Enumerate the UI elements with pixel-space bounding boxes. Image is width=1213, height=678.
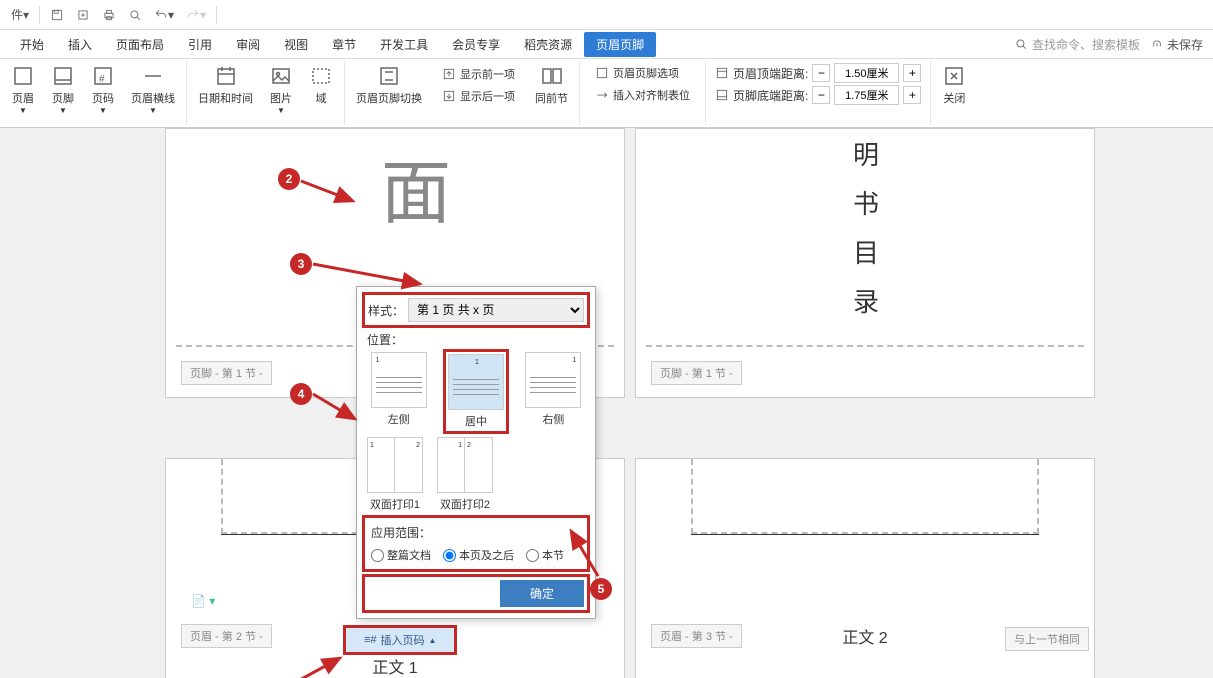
header-section-tag: 页眉 - 第 2 节 -	[181, 624, 272, 648]
search-placeholder: 查找命令、搜索模板	[1032, 36, 1140, 53]
preview-icon[interactable]	[122, 5, 148, 25]
tab-header-footer[interactable]: 页眉页脚	[584, 32, 656, 57]
scope-this-after[interactable]: 本页及之后	[443, 547, 514, 563]
header-distance: 页眉顶端距离: − +	[715, 63, 921, 83]
tab-resource[interactable]: 稻壳资源	[512, 32, 584, 57]
position-right[interactable]: 1 右侧	[523, 352, 583, 431]
page-number-button[interactable]: # 页码▼	[83, 61, 123, 118]
ok-row: 确定	[365, 577, 587, 610]
tab-member[interactable]: 会员专享	[440, 32, 512, 57]
header-section-tag: 页眉 - 第 3 节 -	[651, 624, 742, 648]
paragraph-icon[interactable]: 📄 ▾	[191, 594, 215, 608]
position-center[interactable]: 1 居中	[446, 352, 506, 431]
header-dist-input[interactable]	[834, 63, 899, 83]
tab-chapter[interactable]: 章节	[320, 32, 368, 57]
footer-button[interactable]: 页脚▼	[43, 61, 83, 118]
page-content-char: 面	[381, 137, 451, 238]
field-button[interactable]: 域	[301, 61, 341, 118]
tab-page-layout[interactable]: 页面布局	[104, 32, 176, 57]
style-label: 样式：	[368, 302, 404, 319]
page-number-popup: 样式： 第 1 页 共 x 页 位置： 1 左侧 1 居中 1 右侧 12 双面…	[356, 286, 596, 619]
search-input[interactable]: 查找命令、搜索模板	[1014, 36, 1140, 53]
quick-access-toolbar: 件 ▾ ▾ ▾	[0, 0, 1213, 30]
header-button[interactable]: 页眉▼	[3, 61, 43, 118]
ribbon-group-options: 页眉页脚选项 插入对齐制表位	[580, 61, 706, 125]
qa-file[interactable]: 件 ▾	[5, 3, 35, 26]
print-icon[interactable]	[96, 5, 122, 25]
unsaved-indicator[interactable]: 未保存	[1150, 36, 1203, 53]
redo-icon[interactable]: ▾	[180, 5, 212, 25]
ribbon-tabs: 开始 插入 页面布局 引用 审阅 视图 章节 开发工具 会员专享 稻壳资源 页眉…	[0, 30, 1213, 58]
switch-hf-button[interactable]: 页眉页脚切换	[348, 61, 430, 109]
same-section-button[interactable]: 同前节	[527, 61, 576, 109]
footer-dist-input[interactable]	[834, 85, 899, 105]
datetime-button[interactable]: 日期和时间	[190, 61, 261, 118]
position-duplex1[interactable]: 12 双面打印1	[365, 437, 425, 512]
ribbon-group-insert: 日期和时间 图片 ▼ 域	[187, 61, 345, 125]
ribbon-group-hf: 页眉▼ 页脚▼ # 页码▼ 页眉横线▼	[0, 61, 187, 125]
page-4: 页眉 - 第 3 节 - 正文 2 与上一节相同	[635, 458, 1095, 678]
insert-page-number-button[interactable]: ≡# 插入页码 ▲	[345, 627, 455, 653]
tab-review[interactable]: 审阅	[224, 32, 272, 57]
page-number-icon: ≡#	[364, 634, 377, 646]
header-line-button[interactable]: 页眉横线▼	[123, 61, 183, 118]
header-dist-minus[interactable]: −	[812, 64, 830, 82]
footer-section-tag: 页脚 - 第 1 节 -	[181, 361, 272, 385]
vertical-text: 明 书 目 录	[853, 135, 879, 319]
ok-button[interactable]: 确定	[500, 580, 584, 607]
annotation-5: 5	[590, 578, 612, 600]
chevron-up-icon: ▲	[429, 636, 437, 645]
scope-whole[interactable]: 整篇文档	[371, 547, 431, 563]
annotation-3: 3	[290, 253, 312, 275]
hf-options-button[interactable]: 页眉页脚选项	[589, 63, 696, 83]
header-dist-plus[interactable]: +	[903, 64, 921, 82]
footer-dist-minus[interactable]: −	[812, 86, 830, 104]
show-prev-button[interactable]: 显示前一项	[436, 64, 521, 84]
insert-align-tab-button[interactable]: 插入对齐制表位	[589, 85, 696, 105]
position-grid: 1 左侧 1 居中 1 右侧	[365, 352, 587, 431]
tab-view[interactable]: 视图	[272, 32, 320, 57]
show-next-button[interactable]: 显示后一项	[436, 86, 521, 106]
scope-label: 应用范围：	[371, 524, 581, 541]
body-text-1: 正文 1	[372, 654, 417, 678]
footer-distance: 页脚底端距离: − +	[715, 85, 921, 105]
scope-this-section[interactable]: 本节	[526, 547, 564, 563]
page-2: 明 书 目 录 页脚 - 第 1 节 -	[635, 128, 1095, 398]
tab-start[interactable]: 开始	[8, 32, 56, 57]
tab-insert[interactable]: 插入	[56, 32, 104, 57]
ribbon: 页眉▼ 页脚▼ # 页码▼ 页眉横线▼ 日期和时间 图片 ▼	[0, 58, 1213, 128]
position-duplex2[interactable]: 12 双面打印2	[435, 437, 495, 512]
tab-reference[interactable]: 引用	[176, 32, 224, 57]
style-selector-row: 样式： 第 1 页 共 x 页	[365, 295, 587, 325]
same-as-prev-tag: 与上一节相同	[1005, 627, 1089, 651]
annotation-4: 4	[290, 383, 312, 405]
body-text-2: 正文 2	[842, 624, 887, 648]
tabs-right: 查找命令、搜索模板 未保存	[1014, 36, 1203, 53]
close-hf-button[interactable]: 关闭	[934, 61, 974, 109]
footer-dist-plus[interactable]: +	[903, 86, 921, 104]
footer-dist-label: 页脚底端距离:	[733, 87, 808, 104]
document-area: 面 页脚 - 第 1 节 - 明 书 目 录 页脚 - 第 1 节 - 📄 ▾ …	[0, 128, 1213, 678]
footer-section-tag: 页脚 - 第 1 节 -	[651, 361, 742, 385]
footer-area-dash	[646, 345, 1084, 347]
position-grid-duplex: 12 双面打印1 12 双面打印2	[365, 437, 587, 512]
export-icon[interactable]	[70, 5, 96, 25]
position-label: 位置：	[367, 331, 587, 348]
picture-button[interactable]: 图片 ▼	[261, 61, 301, 118]
ribbon-group-close: 关闭	[931, 61, 977, 125]
separator	[216, 6, 217, 24]
save-icon[interactable]	[44, 5, 70, 25]
header-area-dash	[691, 459, 1039, 534]
svg-text:#: #	[99, 74, 105, 85]
annotation-2: 2	[278, 168, 300, 190]
style-select[interactable]: 第 1 页 共 x 页	[408, 298, 584, 322]
separator	[39, 6, 40, 24]
tab-dev-tools[interactable]: 开发工具	[368, 32, 440, 57]
position-left[interactable]: 1 左侧	[369, 352, 429, 431]
ribbon-group-distance: 页眉顶端距离: − + 页脚底端距离: − +	[706, 61, 931, 125]
undo-icon[interactable]: ▾	[148, 5, 180, 25]
scope-row: 应用范围： 整篇文档 本页及之后 本节	[365, 518, 587, 569]
header-dist-label: 页眉顶端距离:	[733, 65, 808, 82]
ribbon-group-nav: 页眉页脚切换 显示前一项 显示后一项 同前节	[345, 61, 580, 125]
